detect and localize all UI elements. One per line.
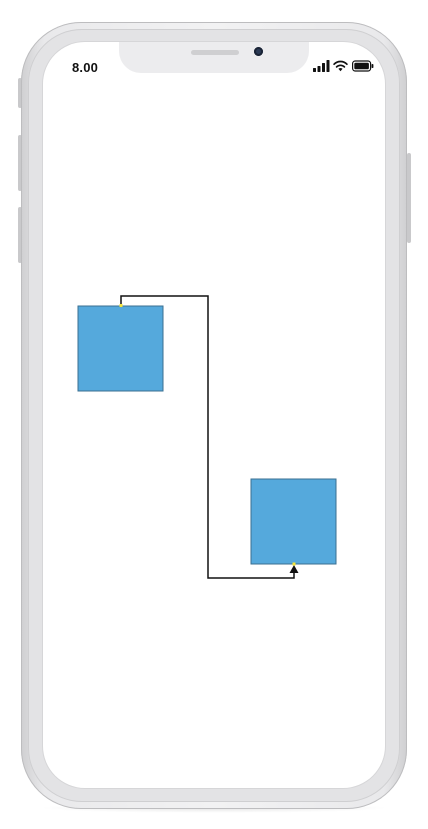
connector-source-port <box>119 304 123 307</box>
diagram-node-1[interactable] <box>77 305 164 392</box>
status-icons <box>313 60 375 74</box>
notch <box>119 42 309 73</box>
mute-switch <box>18 78 22 108</box>
power-button <box>407 153 411 243</box>
connector-line[interactable] <box>120 295 295 579</box>
connector-target-port <box>292 562 296 566</box>
phone-screen <box>43 42 385 788</box>
status-time: 8.00 <box>72 60 99 75</box>
diagram-node-2[interactable] <box>250 478 337 565</box>
battery-icon <box>352 60 374 72</box>
volume-down-button <box>18 207 22 263</box>
earpiece-speaker <box>191 50 239 55</box>
connector-arrowhead <box>289 565 299 573</box>
volume-up-button <box>18 135 22 191</box>
front-camera <box>254 47 263 56</box>
signal-icon <box>313 60 330 72</box>
wifi-icon <box>333 60 348 72</box>
